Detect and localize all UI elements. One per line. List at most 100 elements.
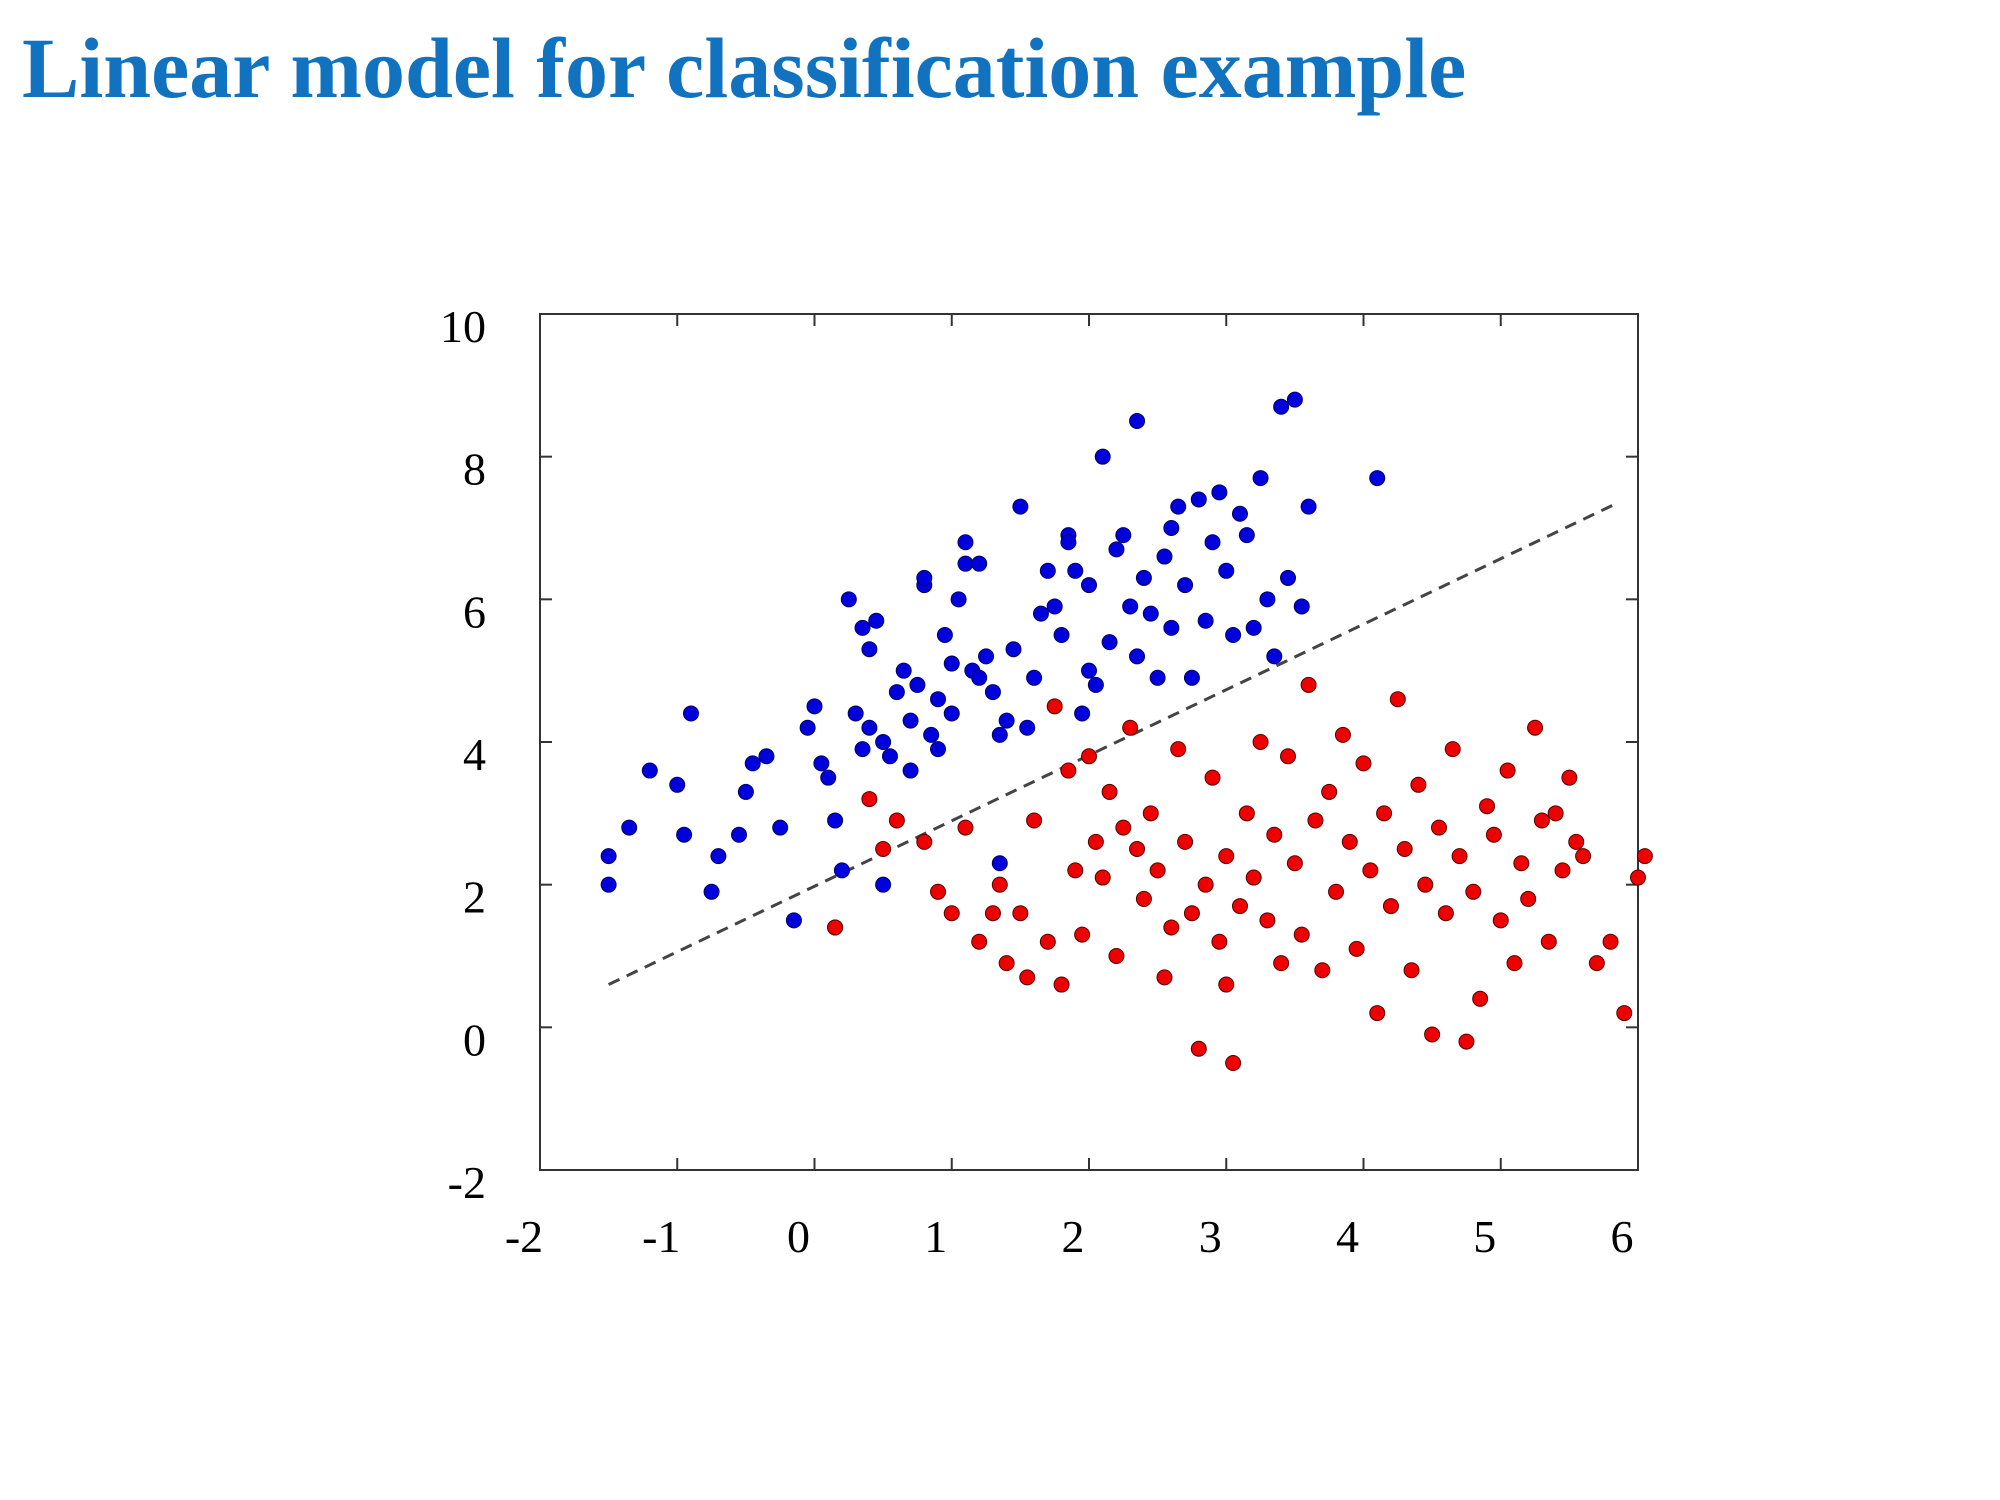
red-class-point: [1444, 741, 1461, 758]
blue-class-point: [669, 776, 686, 793]
blue-class-point: [881, 748, 898, 765]
blue-class-point: [923, 726, 940, 743]
red-class-point: [1204, 769, 1221, 786]
blue-class-point: [1032, 605, 1049, 622]
red-class-point: [1533, 812, 1550, 829]
red-class-point: [1602, 933, 1619, 950]
red-class-point: [1101, 783, 1118, 800]
slide-title: Linear model for classification example: [22, 20, 1467, 116]
red-class-point: [1115, 819, 1132, 836]
blue-class-point: [991, 855, 1008, 872]
blue-class-point: [813, 755, 830, 772]
blue-class-point: [731, 826, 748, 843]
red-class-point: [1513, 855, 1530, 872]
red-class-point: [1094, 869, 1111, 886]
blue-class-point: [785, 912, 802, 929]
y-tick-label: 8: [463, 444, 486, 495]
blue-class-point: [758, 748, 775, 765]
blue-class-point: [998, 712, 1015, 729]
blue-class-point: [806, 698, 823, 715]
red-class-point: [1527, 719, 1544, 736]
red-class-point: [1197, 876, 1214, 893]
red-class-point: [1492, 912, 1509, 929]
red-class-point: [991, 876, 1008, 893]
red-class-point: [1341, 833, 1358, 850]
blue-class-point: [799, 719, 816, 736]
x-tick-label: 0: [787, 1211, 810, 1262]
blue-class-point: [854, 741, 871, 758]
blue-class-point: [1231, 505, 1248, 522]
blue-class-point: [957, 534, 974, 551]
blue-class-point: [1046, 598, 1063, 615]
red-class-point: [1479, 798, 1496, 815]
red-class-point: [1307, 812, 1324, 829]
red-class-point: [1554, 862, 1571, 879]
red-class-point: [916, 833, 933, 850]
blue-class-point: [1039, 562, 1056, 579]
red-class-point: [1520, 890, 1537, 907]
red-class-point: [1231, 898, 1248, 915]
red-class-point: [1074, 926, 1091, 943]
red-class-point: [1156, 969, 1173, 986]
blue-class-point: [1369, 470, 1386, 487]
red-class-point: [1218, 848, 1235, 865]
red-class-point: [1190, 1040, 1207, 1057]
red-class-point: [1225, 1055, 1242, 1071]
blue-class-point: [902, 712, 919, 729]
blue-class-point: [1135, 569, 1152, 586]
blue-class-point: [1101, 634, 1118, 651]
blue-class-point: [1177, 577, 1194, 594]
x-tick-label: 1: [924, 1211, 947, 1262]
blue-class-point: [1122, 598, 1139, 615]
red-class-point: [1348, 940, 1365, 957]
blue-class-point: [978, 648, 995, 665]
blue-class-point: [1129, 648, 1146, 665]
blue-class-point: [703, 883, 720, 900]
red-class-point: [1403, 962, 1420, 979]
blue-class-point: [600, 848, 617, 865]
red-class-point: [1067, 862, 1084, 879]
blue-class-point: [1108, 541, 1125, 558]
blue-class-point: [1060, 534, 1077, 551]
red-class-point: [1588, 955, 1605, 972]
y-tick-label: -2: [448, 1157, 486, 1208]
red-class-point: [1362, 862, 1379, 879]
y-tick-label: 10: [440, 301, 486, 352]
red-class-point: [1451, 848, 1468, 865]
red-class-point: [1417, 876, 1434, 893]
red-class-point: [1280, 748, 1297, 765]
red-class-point: [1252, 734, 1269, 750]
red-class-point: [1334, 726, 1351, 743]
red-class-point: [1142, 805, 1159, 822]
blue-class-point: [1163, 520, 1180, 536]
blue-class-point: [1142, 605, 1159, 622]
red-class-point: [930, 883, 947, 900]
blue-class-point: [1293, 598, 1310, 615]
blue-class-point: [1183, 669, 1200, 686]
red-class-point: [1328, 883, 1345, 900]
red-class-point: [1616, 1005, 1633, 1022]
red-class-point: [1183, 905, 1200, 922]
blue-class-point: [772, 819, 789, 836]
blue-class-point: [930, 691, 947, 708]
blue-class-point: [1238, 527, 1255, 544]
red-class-point: [1396, 841, 1413, 857]
red-class-point: [1376, 805, 1393, 822]
blue-class-point: [916, 569, 933, 586]
blue-class-point: [1266, 648, 1283, 665]
red-class-point: [1437, 905, 1454, 922]
blue-class-point: [1245, 619, 1262, 636]
red-class-point: [1046, 698, 1063, 715]
red-class-point: [1163, 919, 1180, 936]
red-class-point: [957, 819, 974, 836]
red-class-point: [1019, 969, 1036, 986]
red-class-point: [1540, 933, 1557, 950]
blue-class-point: [1026, 669, 1043, 686]
red-class-point: [1293, 926, 1310, 943]
red-class-point: [1472, 990, 1489, 1007]
blue-class-point: [936, 627, 953, 643]
blue-class-point: [971, 669, 988, 686]
blue-class-point: [621, 819, 638, 836]
blue-class-point: [895, 662, 912, 679]
